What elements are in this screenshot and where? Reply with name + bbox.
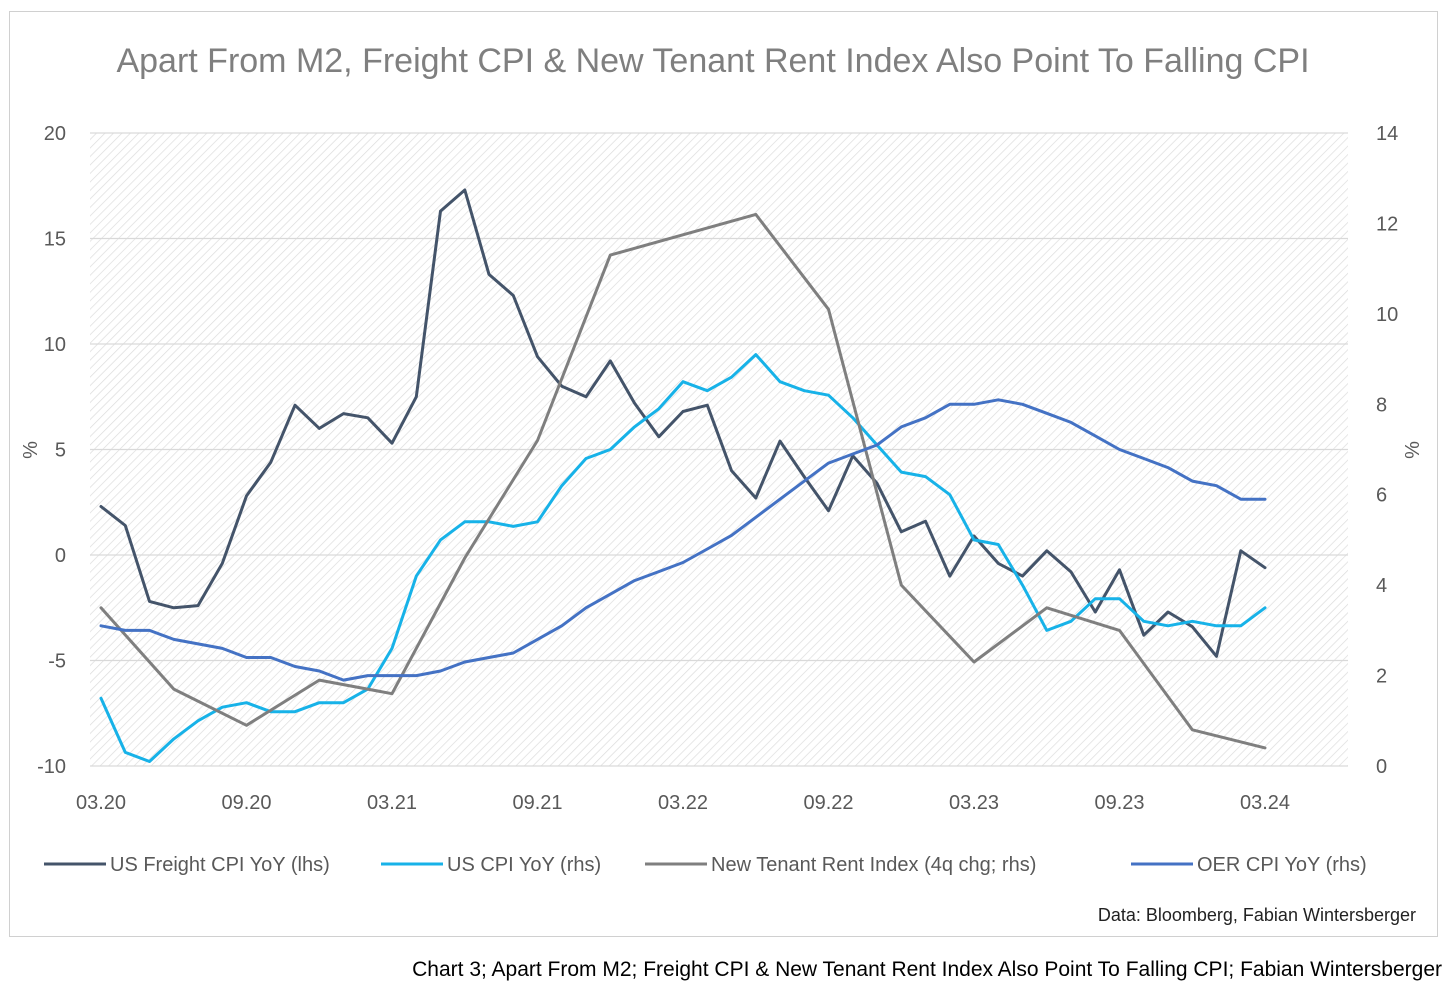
right-tick-label: 8 (1376, 394, 1387, 416)
gridlines (90, 132, 1348, 767)
left-tick-label: 15 (44, 229, 66, 251)
series-line-2 (99, 353, 1267, 763)
x-tick-label: 03.23 (949, 792, 999, 814)
right-tick-label: 14 (1376, 123, 1398, 145)
series-lines (99, 188, 1267, 763)
legend: US Freight CPI YoY (lhs) US CPI YoY (rhs)… (44, 854, 1367, 876)
x-tick-label: 09.22 (803, 792, 853, 814)
right-tick-label: 6 (1376, 485, 1387, 507)
source-note: Data: Bloomberg, Fabian Wintersberger (1098, 905, 1416, 925)
x-tick-label: 03.22 (658, 792, 708, 814)
left-tick-label: 10 (44, 334, 66, 356)
right-tick-label: 12 (1376, 213, 1398, 235)
x-tick-label: 09.21 (512, 792, 562, 814)
left-axis-title: % (20, 441, 42, 459)
legend-label: US CPI YoY (rhs) (447, 854, 601, 876)
x-tick-label: 03.21 (367, 792, 417, 814)
left-axis-ticks: 20 15 10 5 0 -5 -10 (37, 123, 66, 778)
left-tick-label: -5 (48, 651, 66, 673)
x-tick-label: 09.20 (221, 792, 271, 814)
left-tick-label: 5 (55, 440, 66, 462)
right-axis-title: % (1402, 441, 1424, 459)
series-line-3 (99, 212, 1267, 750)
legend-label: US Freight CPI YoY (lhs) (110, 854, 330, 876)
right-tick-label: 4 (1376, 575, 1387, 597)
right-tick-label: 2 (1376, 666, 1387, 688)
x-tick-label: 09.23 (1094, 792, 1144, 814)
chart-canvas: Apart From M2, Freight CPI & New Tenant … (20, 42, 1424, 925)
series-line-1 (99, 188, 1267, 658)
right-tick-label: 0 (1376, 756, 1387, 778)
figure-caption: Chart 3; Apart From M2; Freight CPI & Ne… (412, 958, 1442, 981)
legend-label: OER CPI YoY (rhs) (1197, 854, 1367, 876)
x-tick-label: 03.20 (76, 792, 126, 814)
left-tick-label: -10 (37, 756, 66, 778)
series-line-4 (99, 398, 1267, 682)
right-tick-label: 10 (1376, 304, 1398, 326)
chart-title: Apart From M2, Freight CPI & New Tenant … (116, 42, 1309, 80)
legend-label: New Tenant Rent Index (4q chg; rhs) (711, 854, 1036, 876)
x-tick-label: 03.24 (1240, 792, 1290, 814)
x-axis-ticks: 03.20 09.20 03.21 09.21 03.22 09.22 03.23 09.23… (76, 792, 1290, 814)
right-axis-ticks: 14 12 10 8 6 4 2 0 (1376, 123, 1398, 778)
left-tick-label: 20 (44, 123, 66, 145)
left-tick-label: 0 (55, 545, 66, 567)
